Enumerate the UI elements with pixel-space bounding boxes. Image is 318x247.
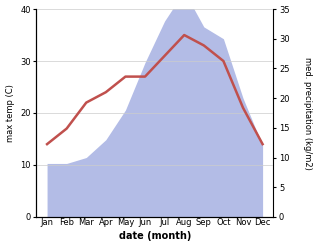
X-axis label: date (month): date (month) xyxy=(119,231,191,242)
Y-axis label: med. precipitation (kg/m2): med. precipitation (kg/m2) xyxy=(303,57,313,169)
Y-axis label: max temp (C): max temp (C) xyxy=(5,84,15,142)
